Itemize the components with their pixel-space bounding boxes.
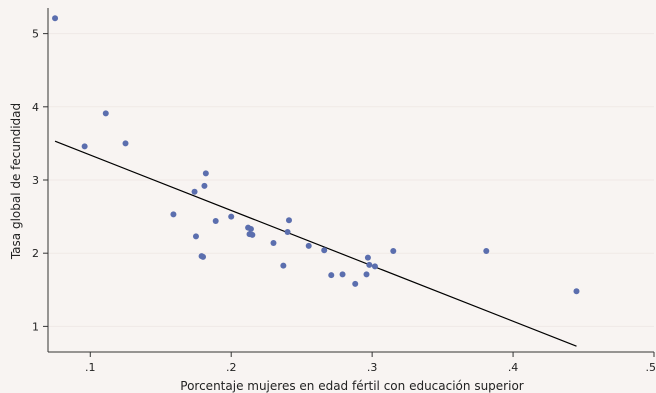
data-point <box>328 272 335 279</box>
data-point <box>339 271 346 278</box>
data-point <box>573 288 580 295</box>
data-point <box>200 253 207 260</box>
y-tick-label: 5 <box>32 28 39 41</box>
data-point <box>52 15 59 22</box>
x-tick-label: .2 <box>226 361 237 374</box>
data-point <box>102 110 109 117</box>
data-point <box>212 217 219 224</box>
x-tick-label: .3 <box>367 361 378 374</box>
data-point <box>81 143 88 150</box>
fitted-line <box>54 140 577 347</box>
data-point <box>371 263 378 270</box>
data-point <box>201 182 208 189</box>
data-point <box>390 247 397 254</box>
data-point <box>366 261 373 268</box>
x-axis-title: Porcentaje mujeres en edad fértil con ed… <box>180 379 524 393</box>
data-point <box>363 271 370 278</box>
data-point <box>228 213 235 220</box>
y-tick-label: 2 <box>32 247 39 260</box>
fit-line-layer <box>54 140 577 347</box>
data-point <box>122 140 129 147</box>
x-tick-label: .5 <box>646 361 656 374</box>
data-point <box>192 233 199 240</box>
data-point <box>364 254 371 261</box>
data-point <box>352 280 359 287</box>
data-point <box>247 226 254 233</box>
data-point <box>321 247 328 254</box>
data-point <box>483 247 490 254</box>
scatter-points <box>52 15 580 295</box>
data-point <box>280 262 287 269</box>
y-tick-label: 3 <box>32 174 39 187</box>
data-point <box>191 188 198 195</box>
y-axis-title: Tasa global de fecundidad <box>9 103 23 260</box>
data-point <box>285 217 292 224</box>
data-point <box>249 231 256 238</box>
data-point <box>305 242 312 249</box>
data-point <box>270 239 277 246</box>
y-tick-label: 1 <box>32 320 39 333</box>
data-point <box>284 228 291 235</box>
x-tick-label: .4 <box>508 361 519 374</box>
data-point <box>170 211 177 218</box>
axes: 1 2 3 4 5 .1 .2 .3 .4 .5 <box>32 8 656 374</box>
data-point <box>202 170 209 177</box>
grid-layer <box>48 33 654 327</box>
x-tick-label: .1 <box>85 361 96 374</box>
y-tick-label: 4 <box>32 101 39 114</box>
